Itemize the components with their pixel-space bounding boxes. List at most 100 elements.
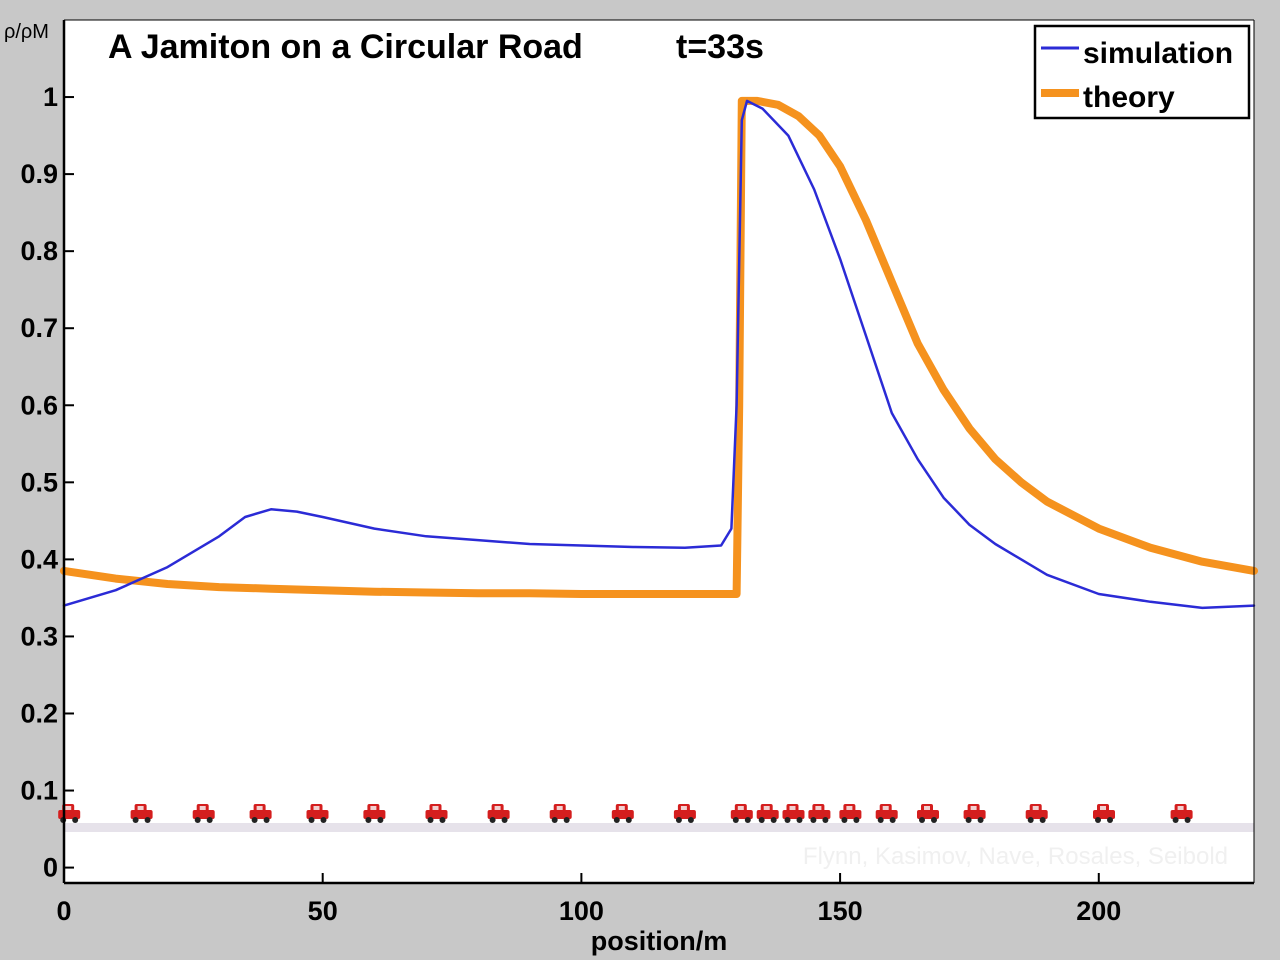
car-wheel	[1027, 817, 1034, 823]
car-wheel	[320, 817, 327, 823]
car-wheel	[1184, 817, 1191, 823]
car-wheel	[72, 817, 79, 823]
series-layer	[60, 96, 1258, 610]
car-wheel	[563, 817, 570, 823]
car-window	[737, 806, 744, 810]
car-window	[494, 806, 501, 810]
car-marker	[549, 804, 572, 823]
car-wheel	[1095, 817, 1101, 823]
y-tick-label: 0.2	[20, 698, 58, 728]
y-tick-label: 0	[43, 853, 58, 883]
car-wheel	[931, 817, 937, 823]
car-wheel	[132, 817, 139, 823]
car-wheel	[977, 817, 984, 823]
x-tick-label: 100	[559, 896, 604, 926]
car-body	[611, 810, 634, 819]
car-window	[846, 806, 853, 810]
car-wheel	[1107, 817, 1113, 823]
car-wheel	[687, 817, 694, 823]
car-marker	[130, 804, 153, 823]
car-wheel	[377, 817, 384, 823]
car-body	[1170, 810, 1193, 819]
car-marker	[1170, 804, 1193, 823]
legend: simulation theory	[1033, 24, 1251, 120]
car-marker	[425, 804, 448, 823]
car-body	[1093, 810, 1115, 819]
car-wheel	[853, 817, 860, 823]
x-axis-label: position/m	[591, 926, 728, 956]
car-marker	[249, 804, 272, 823]
car-wheel	[889, 817, 896, 823]
car-wheel	[919, 817, 925, 823]
car-marker	[673, 804, 696, 823]
car-window	[1032, 806, 1039, 810]
car-wheel	[489, 817, 496, 823]
car-window	[815, 806, 822, 810]
car-marker	[730, 804, 753, 823]
time-label: t=33s	[676, 28, 764, 66]
car-wheel	[732, 817, 739, 823]
car-marker	[306, 804, 329, 823]
x-tick-label: 0	[56, 896, 71, 926]
car-body	[130, 810, 153, 819]
car-marker	[875, 804, 898, 823]
car-body	[756, 810, 779, 819]
car-marker	[782, 804, 805, 823]
car-wheel	[365, 817, 372, 823]
road-strip	[64, 823, 1254, 832]
car-body	[839, 810, 862, 819]
car-wheel	[206, 817, 213, 823]
car-body	[917, 810, 939, 819]
car-wheel	[263, 817, 270, 823]
car-body	[875, 810, 898, 819]
car-window	[1100, 806, 1106, 810]
car-window	[199, 806, 206, 810]
chart-title: A Jamiton on a Circular Road	[108, 28, 583, 66]
y-axis-label: ρ/ρM	[4, 21, 49, 43]
car-window	[1177, 806, 1184, 810]
car-window	[137, 806, 144, 810]
y-tick-label: 0.5	[20, 467, 58, 497]
car-wheel	[1039, 817, 1046, 823]
car-body	[192, 810, 215, 819]
car-body	[963, 810, 986, 819]
credit-text: Flynn, Kasimov, Nave, Rosales, Seibold	[803, 843, 1228, 870]
car-window	[763, 806, 770, 810]
car-body	[673, 810, 696, 819]
car-wheel	[551, 817, 558, 823]
x-tick-label: 200	[1076, 896, 1121, 926]
car-body	[306, 810, 329, 819]
car-window	[432, 806, 439, 810]
legend-label-theory: theory	[1083, 81, 1175, 114]
car-window	[882, 806, 889, 810]
car-wheel	[744, 817, 751, 823]
car-wheel	[501, 817, 508, 823]
car-wheel	[144, 817, 151, 823]
x-tick-label: 150	[818, 896, 863, 926]
series-line-simulation	[62, 99, 1256, 610]
car-wheel	[758, 817, 765, 823]
car-wheel	[427, 817, 434, 823]
car-wheel	[625, 817, 632, 823]
x-tick-label: 50	[308, 896, 338, 926]
car-window	[256, 806, 263, 810]
car-body	[730, 810, 753, 819]
y-tick-label: 0.3	[20, 621, 58, 651]
y-tick-label: 0.6	[20, 390, 58, 420]
car-body	[249, 810, 272, 819]
y-tick-label: 0.8	[20, 236, 58, 266]
legend-box	[1033, 24, 1251, 120]
car-body	[782, 810, 805, 819]
y-tick-label: 0.9	[20, 159, 58, 189]
y-tick-label: 1	[43, 82, 58, 112]
car-body	[1025, 810, 1048, 819]
car-marker	[1025, 804, 1048, 823]
car-window	[618, 806, 625, 810]
car-window	[370, 806, 377, 810]
y-tick-label: 0.4	[20, 544, 58, 574]
car-wheel	[810, 817, 817, 823]
y-tick-label: 0.7	[20, 313, 58, 343]
car-window	[313, 806, 320, 810]
plot-area	[64, 20, 1254, 883]
car-marker	[917, 804, 939, 823]
